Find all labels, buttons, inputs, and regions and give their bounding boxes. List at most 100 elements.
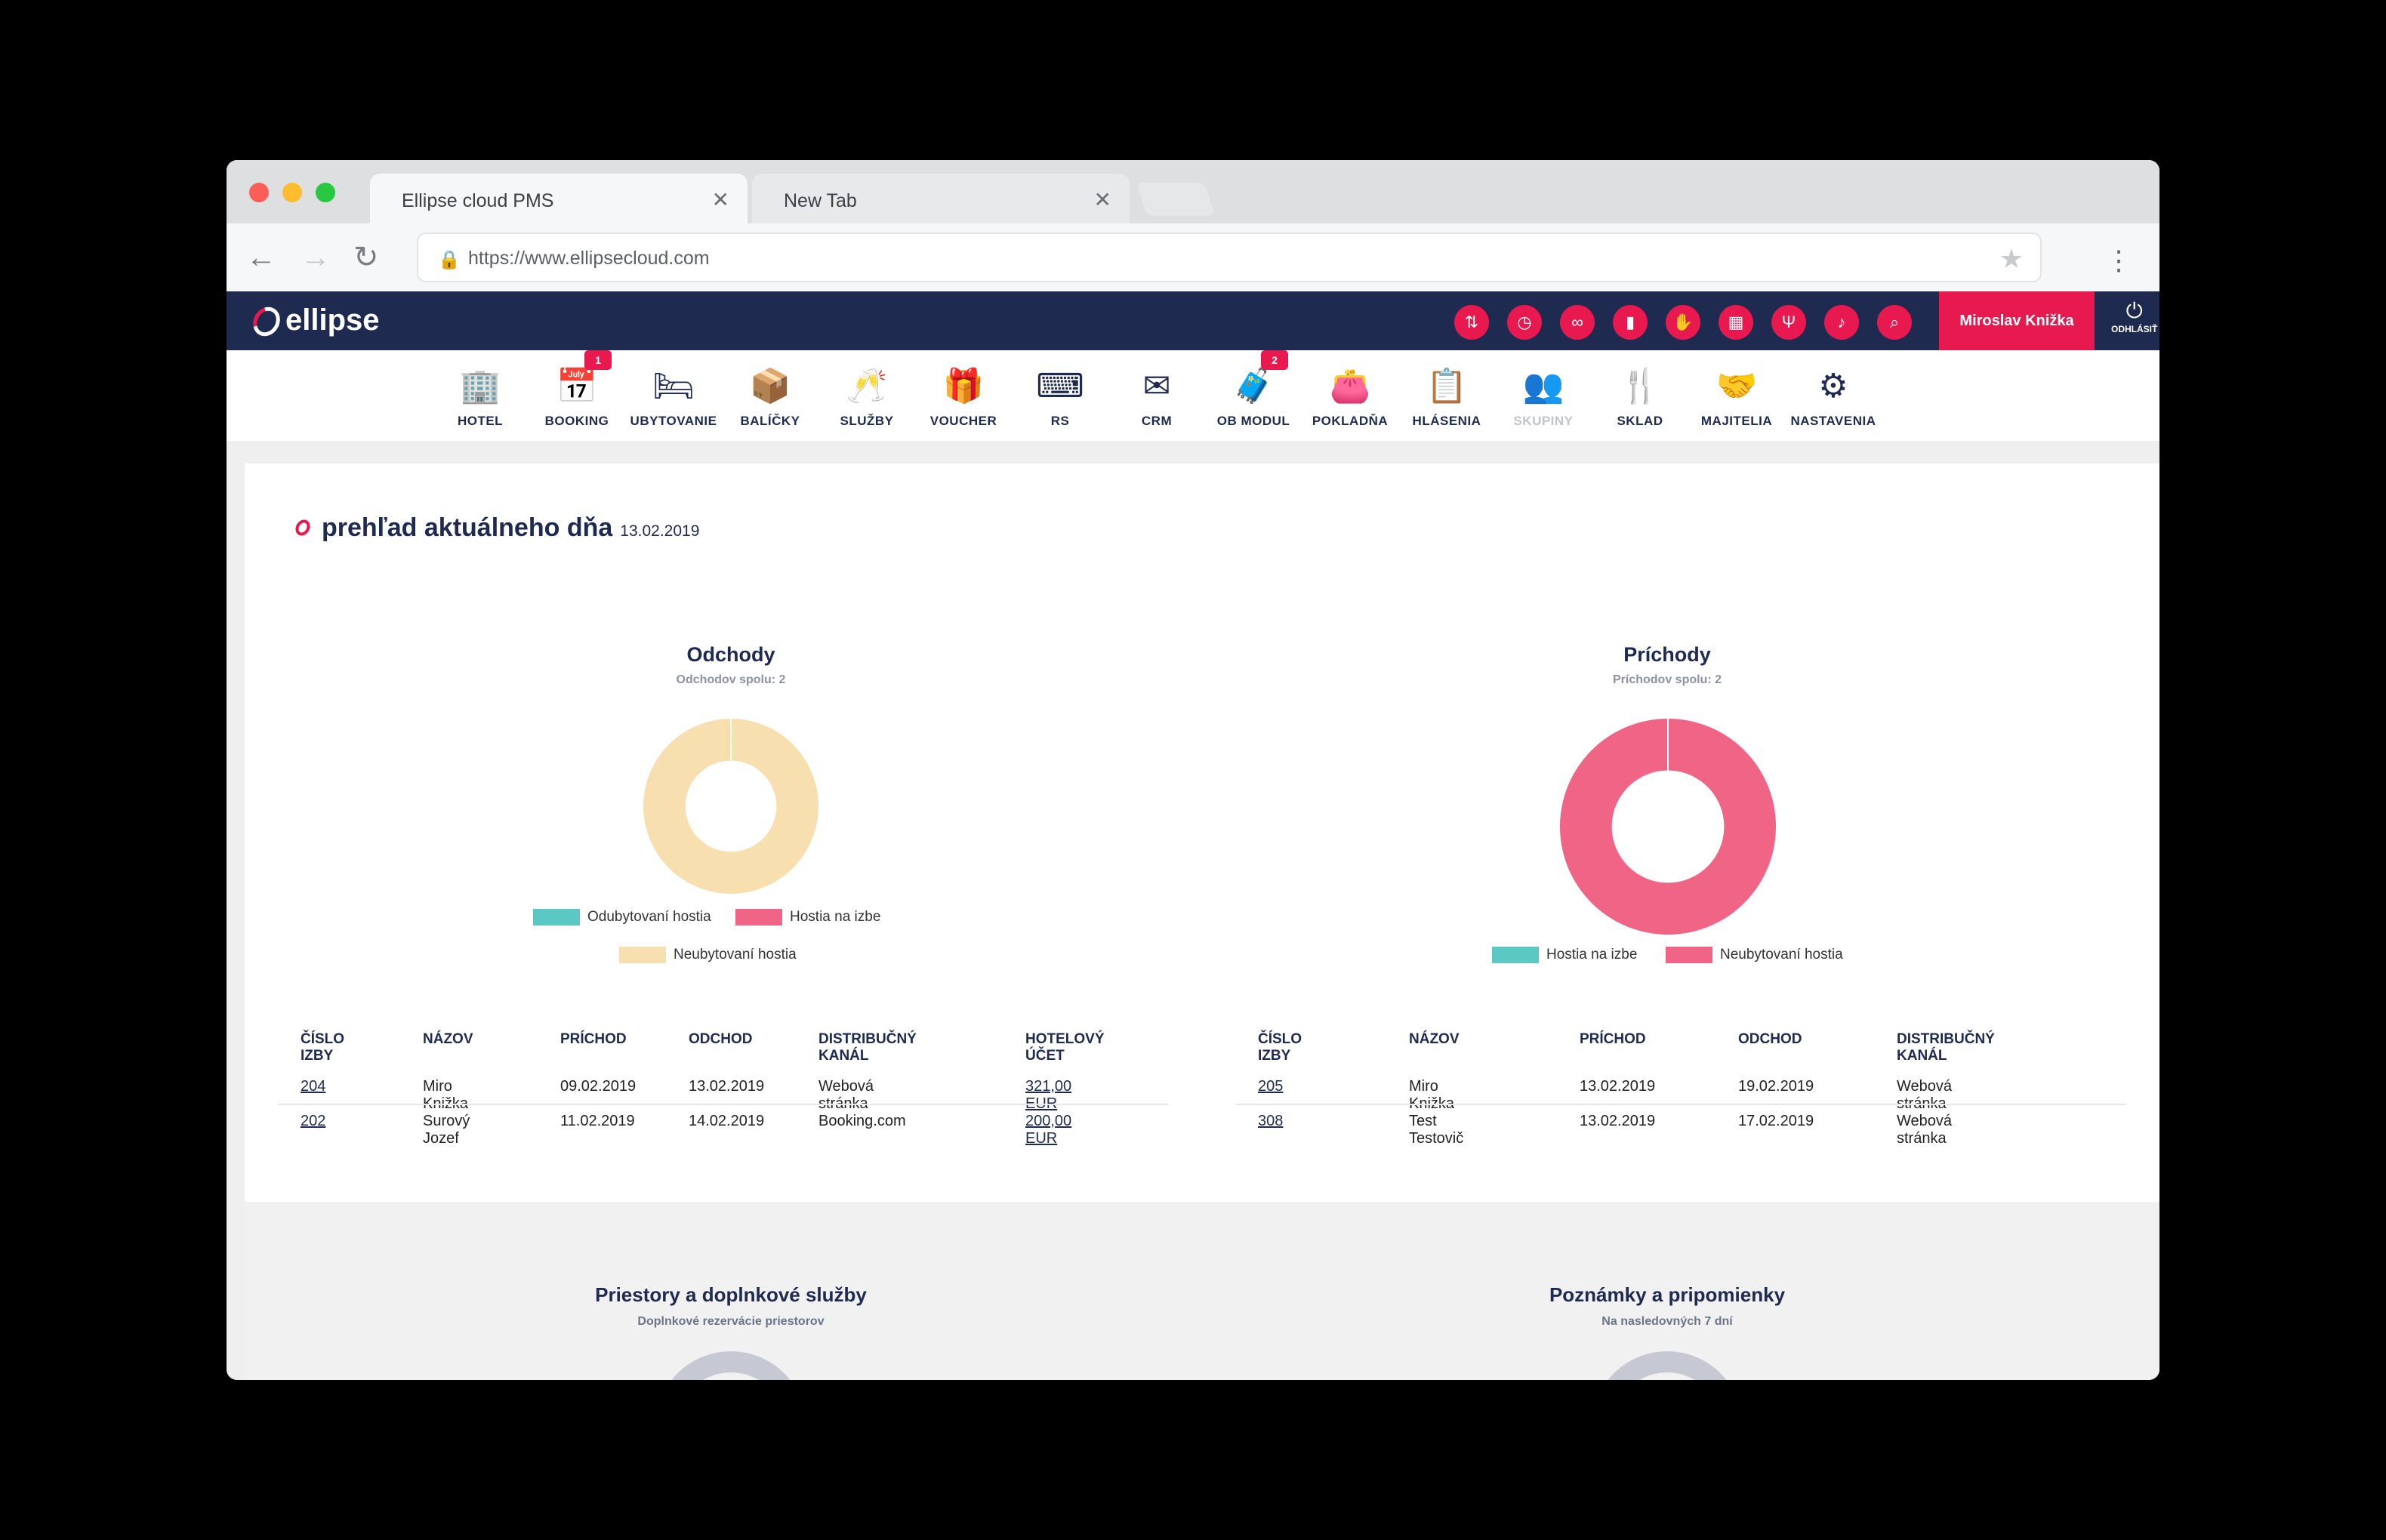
forward-icon[interactable]: → [301,241,331,274]
clock-24-icon[interactable]: ◷ [1507,305,1542,340]
legend-item[interactable]: Odubytovaní hostia [533,909,711,926]
module-crm[interactable]: ✉ CRM [1108,365,1205,429]
gift-icon: 🎁 [942,368,985,405]
room-link[interactable]: 202 [301,1113,326,1129]
module-balíčky[interactable]: 📦 BALÍČKY [722,365,818,429]
lock-icon: 🔒 [438,250,461,270]
module-label: HLÁSENIA [1412,414,1481,428]
close-tab-icon[interactable]: ✕ [1093,188,1111,211]
package-icon: 📦 [749,368,791,405]
module-hlásenia[interactable]: 📋 HLÁSENIA [1398,365,1495,429]
room-link[interactable]: 205 [1258,1078,1284,1095]
section-title-spaces: Priestory a doplnkové služby [595,1283,867,1306]
legend-swatch [735,909,782,926]
minimize-window-button[interactable] [282,183,302,202]
reload-icon[interactable]: ↻ [353,241,379,274]
module-pokladňa[interactable]: 👛 POKLADŇA [1302,365,1398,429]
departure-date: 14.02.2019 [689,1113,765,1129]
browser-tab-new[interactable]: New Tab ✕ [752,174,1130,223]
logout-button[interactable]: ⏻ ODHLÁSIŤ [2111,299,2157,334]
new-tab-button[interactable] [1136,183,1216,216]
module-hotel[interactable]: 🏢 HOTEL [432,365,529,429]
row-divider [1235,1104,2126,1105]
account-link[interactable]: 200,00 EUR [1025,1113,1072,1147]
legend-label: Neubytovaní hostia [674,947,797,962]
legend-label: Odubytovaní hostia [587,909,711,925]
module-label: UBYTOVANIE [630,414,717,428]
bookmark-star-icon[interactable]: ★ [1999,243,2024,274]
room-link[interactable]: 204 [301,1078,326,1095]
arrival-date: 09.02.2019 [560,1078,637,1095]
notification-badge: 2 [1261,350,1288,370]
module-rs[interactable]: ⌨ RS [1012,365,1108,429]
table-header: NÁZOV [423,1031,473,1047]
donut-slice[interactable] [643,719,818,894]
bell-icon[interactable]: ♪ [1824,305,1859,340]
browser-tab-active[interactable]: Ellipse cloud PMS ✕ [370,174,748,223]
departures-donut-chart [643,719,818,894]
url-text: https://www.ellipsecloud.com [468,248,710,269]
table-header: ODCHOD [689,1031,753,1047]
legend-item[interactable]: Hostia na izbe [735,909,880,926]
hand-service-icon[interactable]: ✋ [1666,305,1700,340]
chart-subtitle-arrivals: Príchodov spolu: 2 [1612,673,1722,686]
bar-chart-icon[interactable]: ▮ [1613,305,1648,340]
cutlery-icon: 🍴 [1619,368,1661,405]
module-nastavenia[interactable]: ⚙ NASTAVENIA [1785,365,1882,429]
wallet-icon: 👛 [1329,368,1371,405]
module-voucher[interactable]: 🎁 VOUCHER [915,365,1012,429]
table-header: NÁZOV [1409,1031,1460,1047]
table-header: PRÍCHOD [1580,1031,1646,1047]
room-link[interactable]: 308 [1258,1113,1284,1129]
arrows-updown-icon[interactable]: ⇅ [1454,305,1489,340]
group-icon: 👥 [1522,368,1564,405]
close-window-button[interactable] [249,183,269,202]
module-label: POKLADŇA [1312,414,1389,428]
search-icon[interactable]: ⌕ [1877,305,1912,340]
legend-item[interactable]: Neubytovaní hostia [619,947,797,963]
module-ubytovanie[interactable]: 🛏 UBYTOVANIE [625,365,722,429]
module-sklad[interactable]: 🍴 SKLAD [1592,365,1688,429]
section-title-notes: Poznámky a pripomienky [1549,1283,1786,1306]
traveler-icon: 🧳 [1232,368,1275,405]
module-majitelia[interactable]: 🤝 MAJITELIA [1688,365,1785,429]
guest-name: Test Testovič [1409,1113,1464,1147]
module-služby[interactable]: 🥂 SLUŽBY [818,365,915,429]
module-label: SKUPINY [1513,414,1574,428]
guest-name: Miro Knižka [423,1078,469,1112]
clipboard-icon: 📋 [1426,368,1468,405]
chart-subtitle-departures: Odchodov spolu: 2 [676,673,786,686]
ellipse-logo[interactable]: ellipse [248,302,380,342]
back-icon[interactable]: ← [246,241,276,274]
module-label: SLUŽBY [840,414,894,428]
user-button[interactable]: Miroslav Knižka [1939,291,2095,350]
module-ob-modul[interactable]: 🧳 OB MODUL 2 [1205,350,1302,429]
departure-date: 19.02.2019 [1738,1078,1814,1095]
account-link[interactable]: 321,00 EUR [1025,1078,1072,1112]
table-header: DISTRIBUČNÝ KANÁL [1897,1031,1995,1064]
arrivals-donut-chart [1559,719,1776,935]
departure-date: 17.02.2019 [1738,1113,1814,1129]
section-subtitle-spaces: Doplnkové rezervácie priestorov [637,1315,825,1328]
module-booking[interactable]: 📅 BOOKING 1 [529,350,625,429]
quick-actions: ⇅ ◷ ∞ ▮ ✋ ▦ Ψ ♪ ⌕ [1454,305,1912,340]
close-tab-icon[interactable]: ✕ [711,188,729,211]
donut-slice[interactable] [1559,719,1776,935]
browser-window: Ellipse cloud PMS ✕ New Tab ✕ ← → ↻ 🔒 ht… [227,160,2159,1380]
browser-menu-icon[interactable]: ⋮ [2105,245,2132,276]
legend-item[interactable]: Neubytovaní hostia [1666,947,1843,963]
legend-item[interactable]: Hostia na izbe [1492,947,1637,963]
calendar-15-icon[interactable]: ▦ [1719,305,1753,340]
overview-card [245,464,2159,1202]
code-window-icon: ⌨ [1036,368,1084,405]
row-divider [278,1104,1169,1105]
maximize-window-button[interactable] [316,183,335,202]
table-header: PRÍCHOD [560,1031,627,1047]
address-bar[interactable]: 🔒 https://www.ellipsecloud.com ★ [417,233,2042,282]
tab-title: Ellipse cloud PMS [402,190,554,211]
module-label: CRM [1141,414,1173,428]
binoculars-icon[interactable]: ∞ [1560,305,1595,340]
tab-title: New Tab [784,190,857,211]
fork-icon[interactable]: Ψ [1771,305,1806,340]
legend-label: Hostia na izbe [790,909,881,925]
